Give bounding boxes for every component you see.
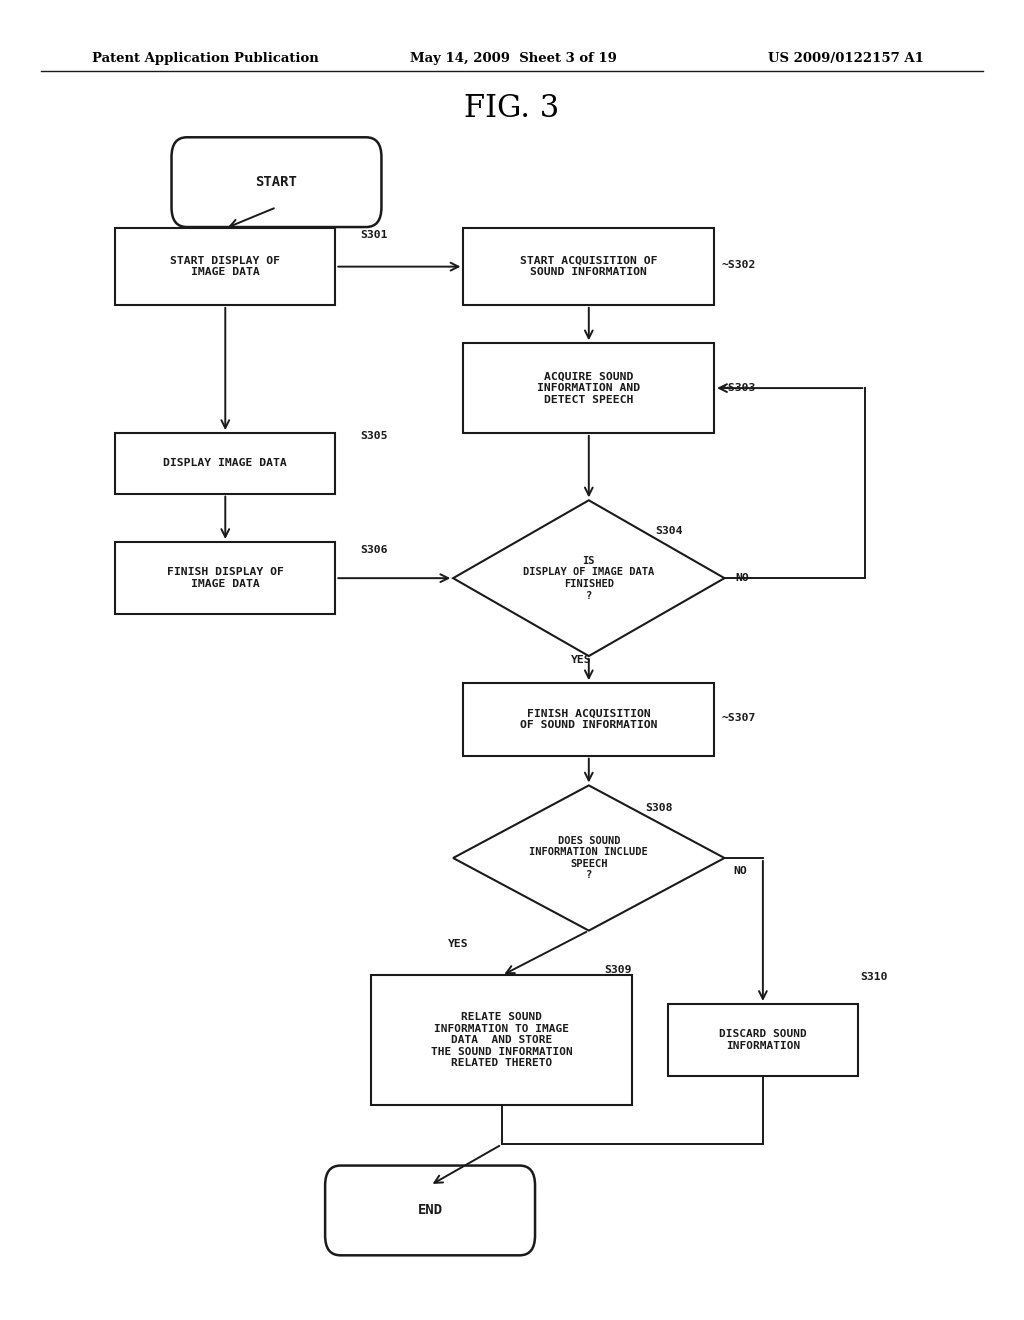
- FancyBboxPatch shape: [172, 137, 382, 227]
- Text: ACQUIRE SOUND
INFORMATION AND
DETECT SPEECH: ACQUIRE SOUND INFORMATION AND DETECT SPE…: [538, 371, 640, 405]
- FancyBboxPatch shape: [326, 1166, 535, 1255]
- Text: YES: YES: [449, 939, 469, 949]
- Text: ~S302: ~S302: [722, 260, 757, 271]
- Bar: [115, 541, 336, 614]
- Text: YES: YES: [571, 655, 592, 665]
- Text: NO: NO: [735, 573, 749, 583]
- Text: DISPLAY IMAGE DATA: DISPLAY IMAGE DATA: [164, 458, 287, 469]
- Text: FINISH ACQUISITION
OF SOUND INFORMATION: FINISH ACQUISITION OF SOUND INFORMATION: [520, 709, 657, 730]
- Text: S310: S310: [860, 972, 888, 982]
- Text: US 2009/0122157 A1: US 2009/0122157 A1: [768, 51, 924, 65]
- Text: FIG. 3: FIG. 3: [464, 92, 560, 124]
- Bar: [463, 343, 715, 433]
- Text: FINISH DISPLAY OF
IMAGE DATA: FINISH DISPLAY OF IMAGE DATA: [167, 568, 284, 589]
- Text: RELATE SOUND
INFORMATION TO IMAGE
DATA  AND STORE
THE SOUND INFORMATION
RELATED : RELATE SOUND INFORMATION TO IMAGE DATA A…: [431, 1012, 572, 1068]
- Polygon shape: [453, 500, 725, 656]
- Text: S308: S308: [645, 803, 673, 813]
- Bar: [668, 1003, 857, 1077]
- Bar: [115, 433, 336, 494]
- Text: START DISPLAY OF
IMAGE DATA: START DISPLAY OF IMAGE DATA: [170, 256, 281, 277]
- Polygon shape: [453, 785, 725, 931]
- Text: May 14, 2009  Sheet 3 of 19: May 14, 2009 Sheet 3 of 19: [410, 51, 616, 65]
- Text: S309: S309: [604, 965, 632, 975]
- Text: DISCARD SOUND
INFORMATION: DISCARD SOUND INFORMATION: [719, 1030, 807, 1051]
- Text: END: END: [418, 1204, 442, 1217]
- Text: IS
DISPLAY OF IMAGE DATA
FINISHED
?: IS DISPLAY OF IMAGE DATA FINISHED ?: [523, 556, 654, 601]
- Text: DOES SOUND
INFORMATION INCLUDE
SPEECH
?: DOES SOUND INFORMATION INCLUDE SPEECH ?: [529, 836, 648, 880]
- Bar: [463, 684, 715, 755]
- Bar: [371, 975, 632, 1105]
- Text: START: START: [256, 176, 297, 189]
- Text: ~S307: ~S307: [722, 713, 757, 723]
- Text: S301: S301: [360, 230, 388, 240]
- Bar: [115, 228, 336, 305]
- Bar: [463, 228, 715, 305]
- Text: S304: S304: [655, 525, 683, 536]
- Text: S305: S305: [360, 430, 388, 441]
- Text: S306: S306: [360, 545, 388, 556]
- Text: START ACQUISITION OF
SOUND INFORMATION: START ACQUISITION OF SOUND INFORMATION: [520, 256, 657, 277]
- Text: ~S303: ~S303: [722, 383, 757, 393]
- Text: Patent Application Publication: Patent Application Publication: [92, 51, 318, 65]
- Text: NO: NO: [733, 866, 746, 876]
